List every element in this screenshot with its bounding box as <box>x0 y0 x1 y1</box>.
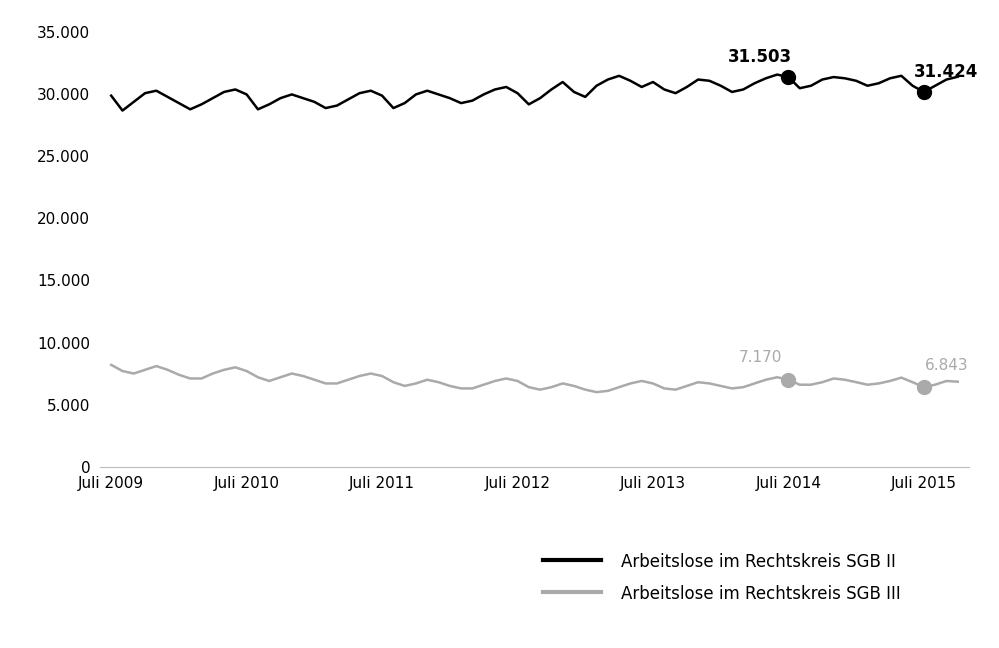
Arbeitslose im Rechtskreis SGB III <box>105 361 117 369</box>
Arbeitslose im Rechtskreis SGB III <box>794 381 806 389</box>
Arbeitslose im Rechtskreis SGB III <box>681 382 693 390</box>
Arbeitslose im Rechtskreis SGB III <box>184 375 196 382</box>
Line: Arbeitslose im Rechtskreis SGB III: Arbeitslose im Rechtskreis SGB III <box>111 365 958 392</box>
Arbeitslose im Rechtskreis SGB II <box>105 92 117 100</box>
Legend: Arbeitslose im Rechtskreis SGB II, Arbeitslose im Rechtskreis SGB III: Arbeitslose im Rechtskreis SGB II, Arbei… <box>542 553 901 603</box>
Text: 31.424: 31.424 <box>914 63 979 81</box>
Arbeitslose im Rechtskreis SGB II <box>771 71 783 78</box>
Arbeitslose im Rechtskreis SGB II <box>556 78 568 86</box>
Arbeitslose im Rechtskreis SGB II <box>805 82 817 89</box>
Arbeitslose im Rechtskreis SGB III <box>658 384 670 392</box>
Arbeitslose im Rechtskreis SGB II <box>681 83 693 91</box>
Arbeitslose im Rechtskreis SGB II <box>658 86 670 93</box>
Arbeitslose im Rechtskreis SGB III <box>952 378 964 386</box>
Arbeitslose im Rechtskreis SGB III <box>545 383 557 391</box>
Arbeitslose im Rechtskreis SGB III <box>590 388 602 396</box>
Text: 31.503: 31.503 <box>728 48 792 66</box>
Text: 6.843: 6.843 <box>925 358 968 373</box>
Arbeitslose im Rechtskreis SGB II <box>196 100 208 108</box>
Line: Arbeitslose im Rechtskreis SGB II: Arbeitslose im Rechtskreis SGB II <box>111 75 958 111</box>
Arbeitslose im Rechtskreis SGB II <box>117 107 129 115</box>
Arbeitslose im Rechtskreis SGB II <box>952 73 964 80</box>
Text: 7.170: 7.170 <box>738 351 782 365</box>
Arbeitslose im Rechtskreis SGB III <box>399 382 411 390</box>
Arbeitslose im Rechtskreis SGB II <box>410 91 422 98</box>
